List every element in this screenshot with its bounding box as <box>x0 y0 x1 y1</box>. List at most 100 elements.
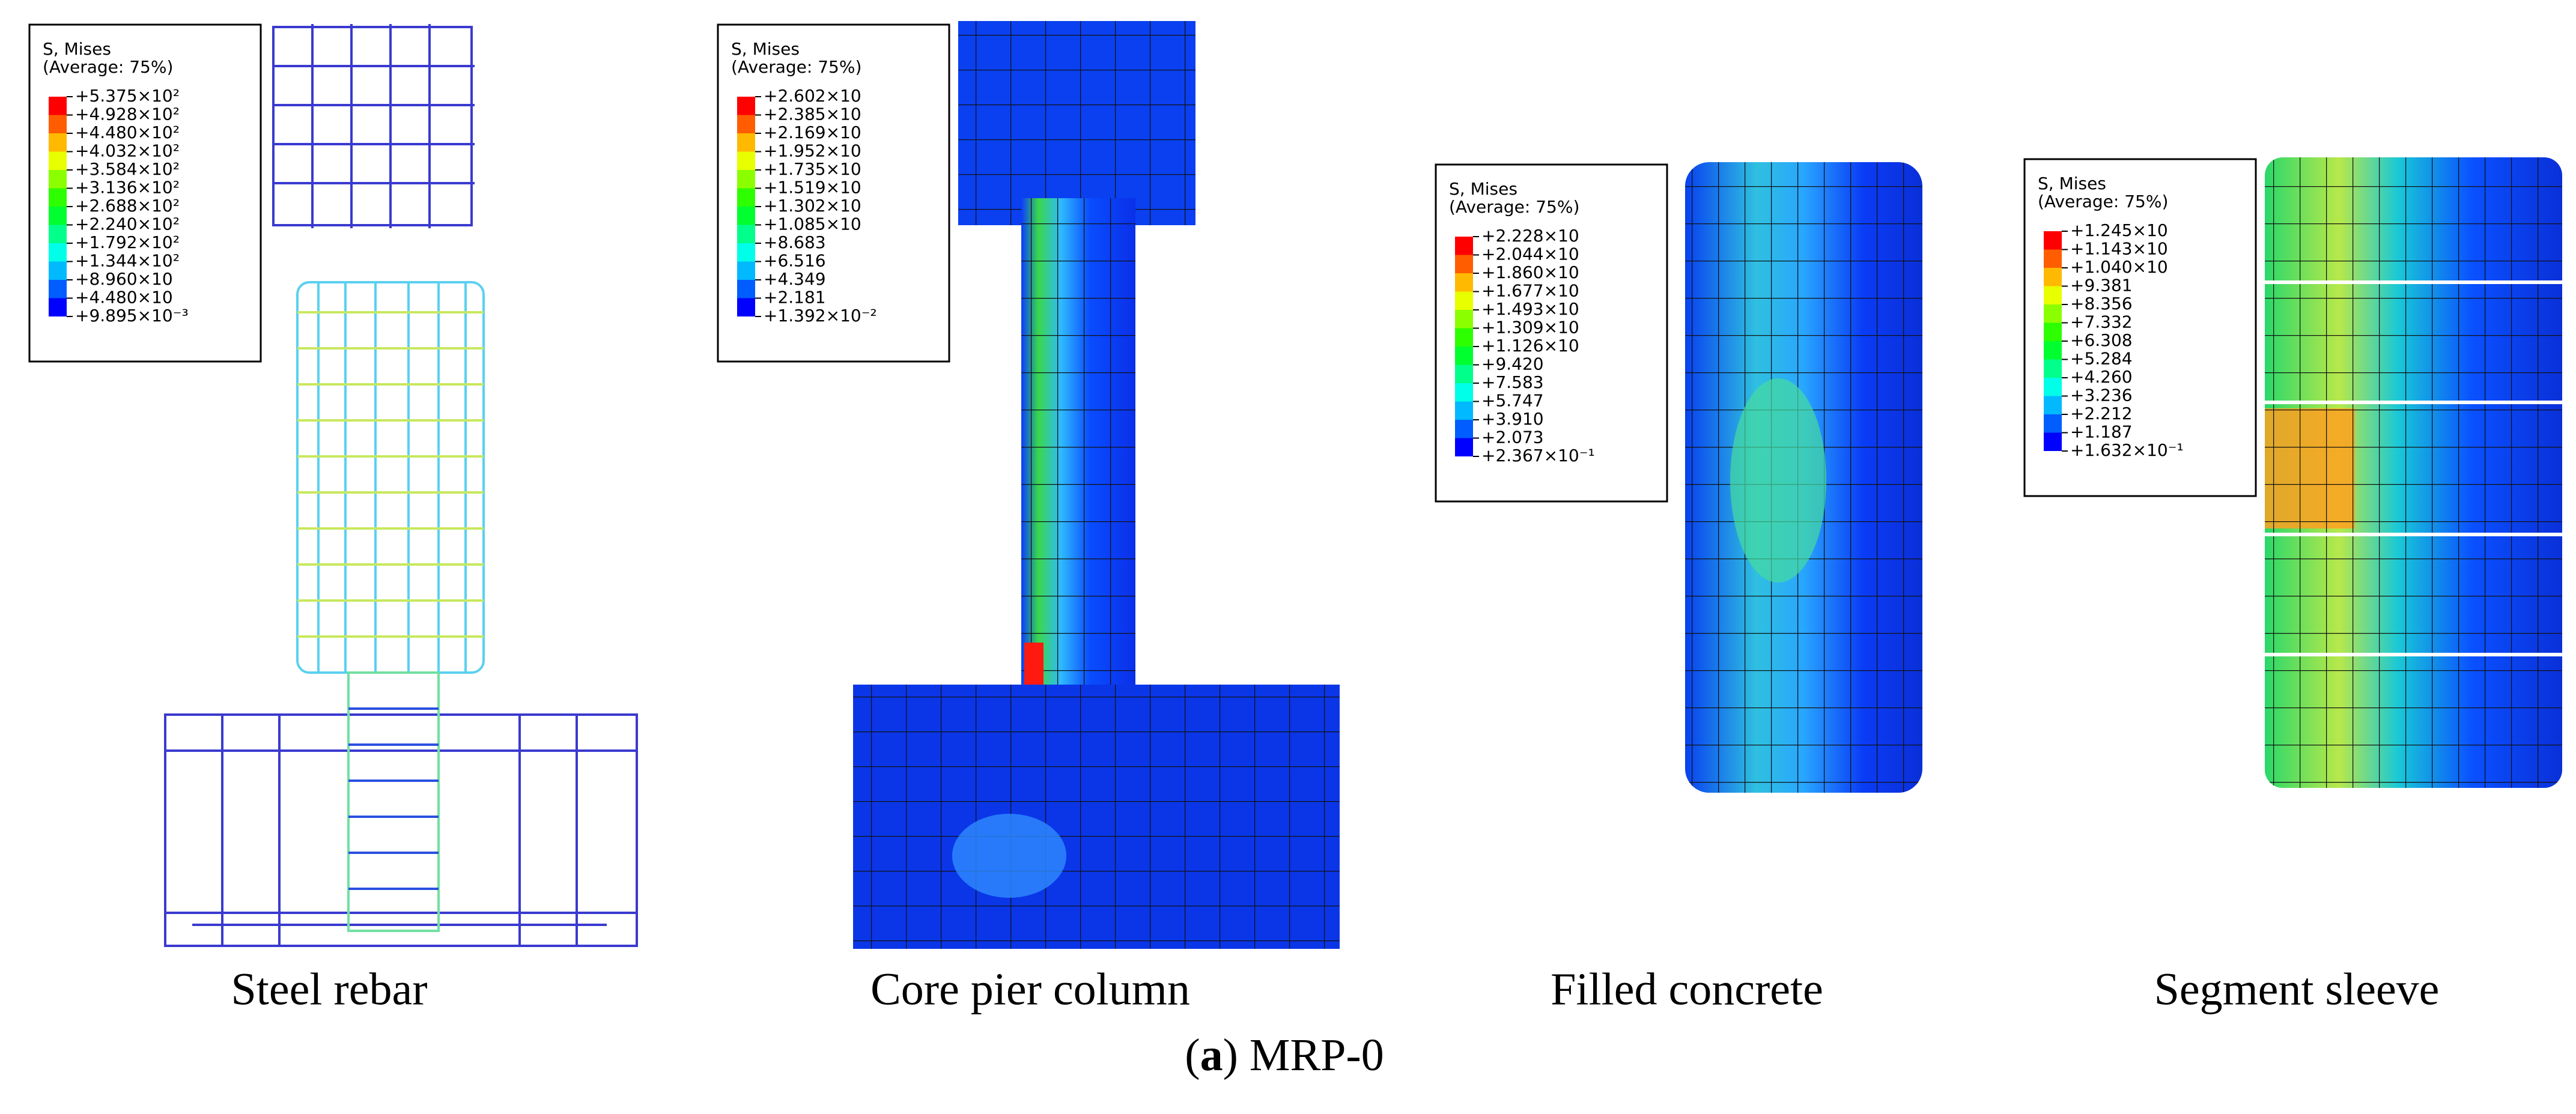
legend-label: +8.683 <box>764 232 826 252</box>
legend-swatch <box>2044 341 2062 360</box>
legend-swatch <box>49 133 67 152</box>
legend-box <box>717 23 950 363</box>
legend-label: +7.332 <box>2070 312 2133 332</box>
legend-label: +1.632×10⁻¹ <box>2070 440 2184 460</box>
legend-label: +6.516 <box>764 251 826 271</box>
legend-swatch <box>49 261 67 280</box>
legend-label: +1.040×10 <box>2070 257 2168 277</box>
legend-swatch <box>49 170 67 189</box>
legend-label: +2.181 <box>764 288 826 307</box>
caption-part: ) MRP-0 <box>1223 1030 1384 1080</box>
legend: S, Mises(Average: 75%) +1.245×10+1.143×10… <box>2023 158 2257 497</box>
legend-label: +1.344×10² <box>75 251 180 271</box>
legend-swatch <box>2044 414 2062 433</box>
legend-label: +9.895×10⁻³ <box>75 306 189 325</box>
legend-label: +8.356 <box>2070 294 2133 313</box>
legend-swatch <box>49 280 67 298</box>
legend: S, Mises(Average: 75%) +5.375×10²+4.928×1… <box>28 23 262 363</box>
legend-label: +1.952×10 <box>764 141 861 161</box>
legend-box <box>2023 158 2257 497</box>
legend-title: S, Mises <box>2038 174 2106 193</box>
legend-label: +1.126×10 <box>1481 336 1579 356</box>
legend-label: +4.349 <box>764 269 826 289</box>
legend-swatch <box>2044 304 2062 323</box>
legend-swatch <box>1455 328 1473 347</box>
legend-label: +7.583 <box>1481 372 1544 392</box>
legend-label: +1.735×10 <box>764 159 861 179</box>
legend-label: +4.928×10² <box>75 104 180 124</box>
legend-subtitle: (Average: 75%) <box>731 57 861 77</box>
legend-swatch <box>737 261 755 280</box>
legend-subtitle: (Average: 75%) <box>2038 192 2168 211</box>
legend-swatch <box>1455 383 1473 402</box>
legend-label: +1.143×10 <box>2070 239 2168 259</box>
legend-swatch <box>49 151 67 170</box>
legend-label: +4.480×10² <box>75 123 180 142</box>
legend-label: +2.073 <box>1481 428 1544 447</box>
caption-part: ( <box>1185 1030 1200 1080</box>
legend-label: +6.308 <box>2070 330 2133 350</box>
legends: S, Mises(Average: 75%)+5.375×10²+4.928×1… <box>28 23 2257 503</box>
core-pier-model <box>853 21 1340 949</box>
legend-label: +2.044×10 <box>1481 244 1579 264</box>
legend-swatch <box>2044 286 2062 304</box>
legend-swatch <box>737 133 755 152</box>
legend-title: S, Mises <box>1449 179 1517 199</box>
legend-swatch <box>1455 310 1473 328</box>
legend-label: +4.032×10² <box>75 141 180 161</box>
legend-swatch <box>49 225 67 243</box>
legend-subtitle: (Average: 75%) <box>43 57 173 77</box>
legend-label: +2.228×10 <box>1481 226 1579 246</box>
legend-label: +3.910 <box>1481 409 1544 429</box>
panel-caption: Core pier column <box>870 964 1190 1014</box>
legend-label: +4.480×10 <box>75 288 173 307</box>
legend-swatch <box>2044 268 2062 286</box>
captions: Steel rebar Core pier column Filled conc… <box>231 964 2439 1080</box>
legend-swatch <box>49 207 67 225</box>
legend-label: +3.584×10² <box>75 159 180 179</box>
legend-swatch <box>1455 291 1473 310</box>
caption-part: a <box>1200 1030 1223 1080</box>
legend-label: +1.187 <box>2070 422 2133 442</box>
legend-swatch <box>737 115 755 133</box>
legend-label: +3.136×10² <box>75 178 180 198</box>
legend-swatch <box>2044 359 2062 378</box>
legend-label: +2.240×10² <box>75 214 180 234</box>
legend-label: +5.747 <box>1481 391 1544 411</box>
legend-label: +4.260 <box>2070 367 2133 387</box>
legend-label: +2.367×10⁻¹ <box>1481 446 1595 465</box>
legend-swatch <box>737 151 755 170</box>
legend-label: +2.688×10² <box>75 196 180 216</box>
legend-subtitle: (Average: 75%) <box>1449 197 1579 217</box>
legend-swatch <box>1455 401 1473 420</box>
panel-caption: Segment sleeve <box>2154 964 2440 1014</box>
legend-swatch <box>1455 438 1473 456</box>
legend-swatch <box>737 97 755 115</box>
legend-label: +2.169×10 <box>764 123 861 142</box>
legend-swatch <box>1455 365 1473 383</box>
legend-swatch <box>1455 255 1473 273</box>
legend-swatch <box>2044 322 2062 341</box>
legend-label: +9.381 <box>2070 276 2133 295</box>
legend-title: S, Mises <box>731 39 800 59</box>
legend-label: +5.375×10² <box>75 86 180 106</box>
legend-swatch <box>49 298 67 316</box>
legend-box <box>28 23 262 363</box>
legend-swatch <box>49 97 67 115</box>
legend-label: +1.302×10 <box>764 196 861 216</box>
legend-swatch <box>737 298 755 316</box>
legend: S, Mises(Average: 75%) +2.228×10+2.044×10… <box>1435 163 1668 503</box>
legend-label: +1.519×10 <box>764 178 861 198</box>
legend-label: +8.960×10 <box>75 269 173 289</box>
filled-concrete-model <box>1685 162 1922 793</box>
legend-label: +1.245×10 <box>2070 220 2168 240</box>
legend-swatch <box>737 225 755 243</box>
legend-swatch <box>737 243 755 262</box>
legend-label: +2.385×10 <box>764 104 861 124</box>
figure-caption: (a) MRP-0 <box>1185 1030 1384 1080</box>
legend-label: +1.309×10 <box>1481 318 1579 338</box>
legend-label: +2.212 <box>2070 404 2133 423</box>
legend-swatch <box>737 280 755 298</box>
legend-swatch <box>2044 249 2062 268</box>
